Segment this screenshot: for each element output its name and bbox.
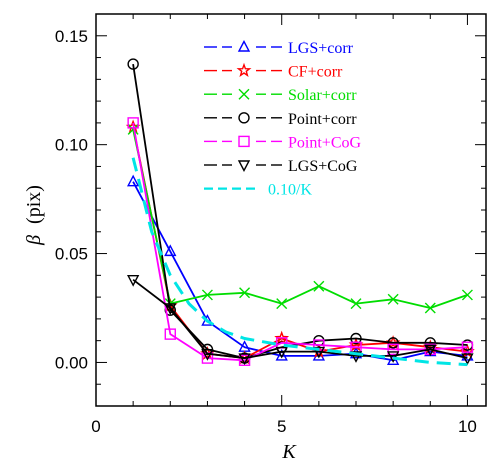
x-tick-label: 10 xyxy=(458,417,477,436)
data-point xyxy=(349,351,363,363)
legend-marker xyxy=(238,88,250,100)
legend-entry: 0.10/K xyxy=(204,182,312,199)
data-point xyxy=(201,289,213,301)
series-layer xyxy=(125,58,475,367)
y-tick-label: 0.15 xyxy=(55,27,88,46)
series-0 xyxy=(126,174,474,365)
legend-marker xyxy=(236,62,252,77)
data-point xyxy=(461,353,474,366)
series-5 xyxy=(126,274,474,366)
y-axis-label: β (pix) xyxy=(23,185,45,246)
legend-label: Solar+corr xyxy=(288,87,357,104)
legend-label: CF+corr xyxy=(288,64,343,81)
legend-label: Point+CoG xyxy=(288,134,361,151)
legend-entry: LGS+corr xyxy=(204,39,354,57)
data-point xyxy=(127,58,139,70)
data-point xyxy=(274,330,290,345)
data-point xyxy=(461,341,474,353)
data-point xyxy=(387,343,399,356)
data-point xyxy=(126,274,140,287)
legend: LGS+corr CF+corr Solar+corr Point+corr Point… xyxy=(204,39,361,199)
series-6 xyxy=(131,157,468,367)
data-point xyxy=(387,293,399,305)
legend-entry: LGS+CoG xyxy=(204,158,358,175)
legend-label: Point+corr xyxy=(288,111,357,128)
legend-entry: CF+corr xyxy=(204,62,343,81)
data-point xyxy=(350,298,362,310)
data-point xyxy=(164,303,177,316)
data-point xyxy=(201,349,214,361)
data-point xyxy=(238,353,251,366)
data-point xyxy=(424,337,436,349)
x-axis-label: K xyxy=(281,441,297,463)
series-line xyxy=(132,181,468,362)
series-line xyxy=(132,129,468,309)
legend-entry: Point+corr xyxy=(204,111,357,128)
data-point xyxy=(312,346,326,359)
legend-marker xyxy=(237,39,251,52)
y-axis-label-symbol: β xyxy=(23,235,45,246)
data-point xyxy=(387,337,399,349)
legend-marker xyxy=(238,135,250,148)
legend-label: 0.10/K xyxy=(268,182,312,199)
series-2 xyxy=(127,123,473,314)
data-point xyxy=(239,287,251,299)
data-point xyxy=(275,346,288,359)
data-point xyxy=(127,123,139,135)
svg-text:β (pix): β (pix) xyxy=(23,185,45,246)
legend-label: LGS+CoG xyxy=(288,158,358,175)
data-point xyxy=(386,351,400,363)
legend-entry: Solar+corr xyxy=(204,87,357,104)
data-point xyxy=(350,332,362,345)
data-point xyxy=(313,280,325,292)
y-tick-label: 0.00 xyxy=(55,353,88,372)
series-4 xyxy=(127,117,474,366)
y-tick-label: 0.10 xyxy=(55,136,88,155)
x-tick-label: 5 xyxy=(277,417,286,436)
series-line xyxy=(131,157,468,367)
data-point xyxy=(276,298,288,310)
legend-marker xyxy=(238,112,250,124)
data-point xyxy=(164,244,177,257)
series-line xyxy=(132,63,468,360)
data-point xyxy=(424,344,437,357)
series-line xyxy=(132,278,468,360)
axis-ticks: 0 5 10 0.00 0.05 0.10 0.15 xyxy=(55,14,486,436)
data-point xyxy=(275,348,288,361)
series-line xyxy=(132,122,468,362)
legend-entry: Point+CoG xyxy=(204,134,361,151)
y-tick-label: 0.05 xyxy=(55,245,88,264)
data-point xyxy=(126,174,140,187)
data-point xyxy=(238,354,251,366)
data-point xyxy=(127,117,139,129)
data-point xyxy=(461,289,473,301)
legend-marker xyxy=(237,160,251,173)
data-point xyxy=(164,328,176,340)
y-axis-label-unit: (pix) xyxy=(23,185,45,224)
x-tick-label: 0 xyxy=(91,417,100,436)
data-point xyxy=(424,302,436,314)
legend-label: LGS+corr xyxy=(288,40,354,57)
